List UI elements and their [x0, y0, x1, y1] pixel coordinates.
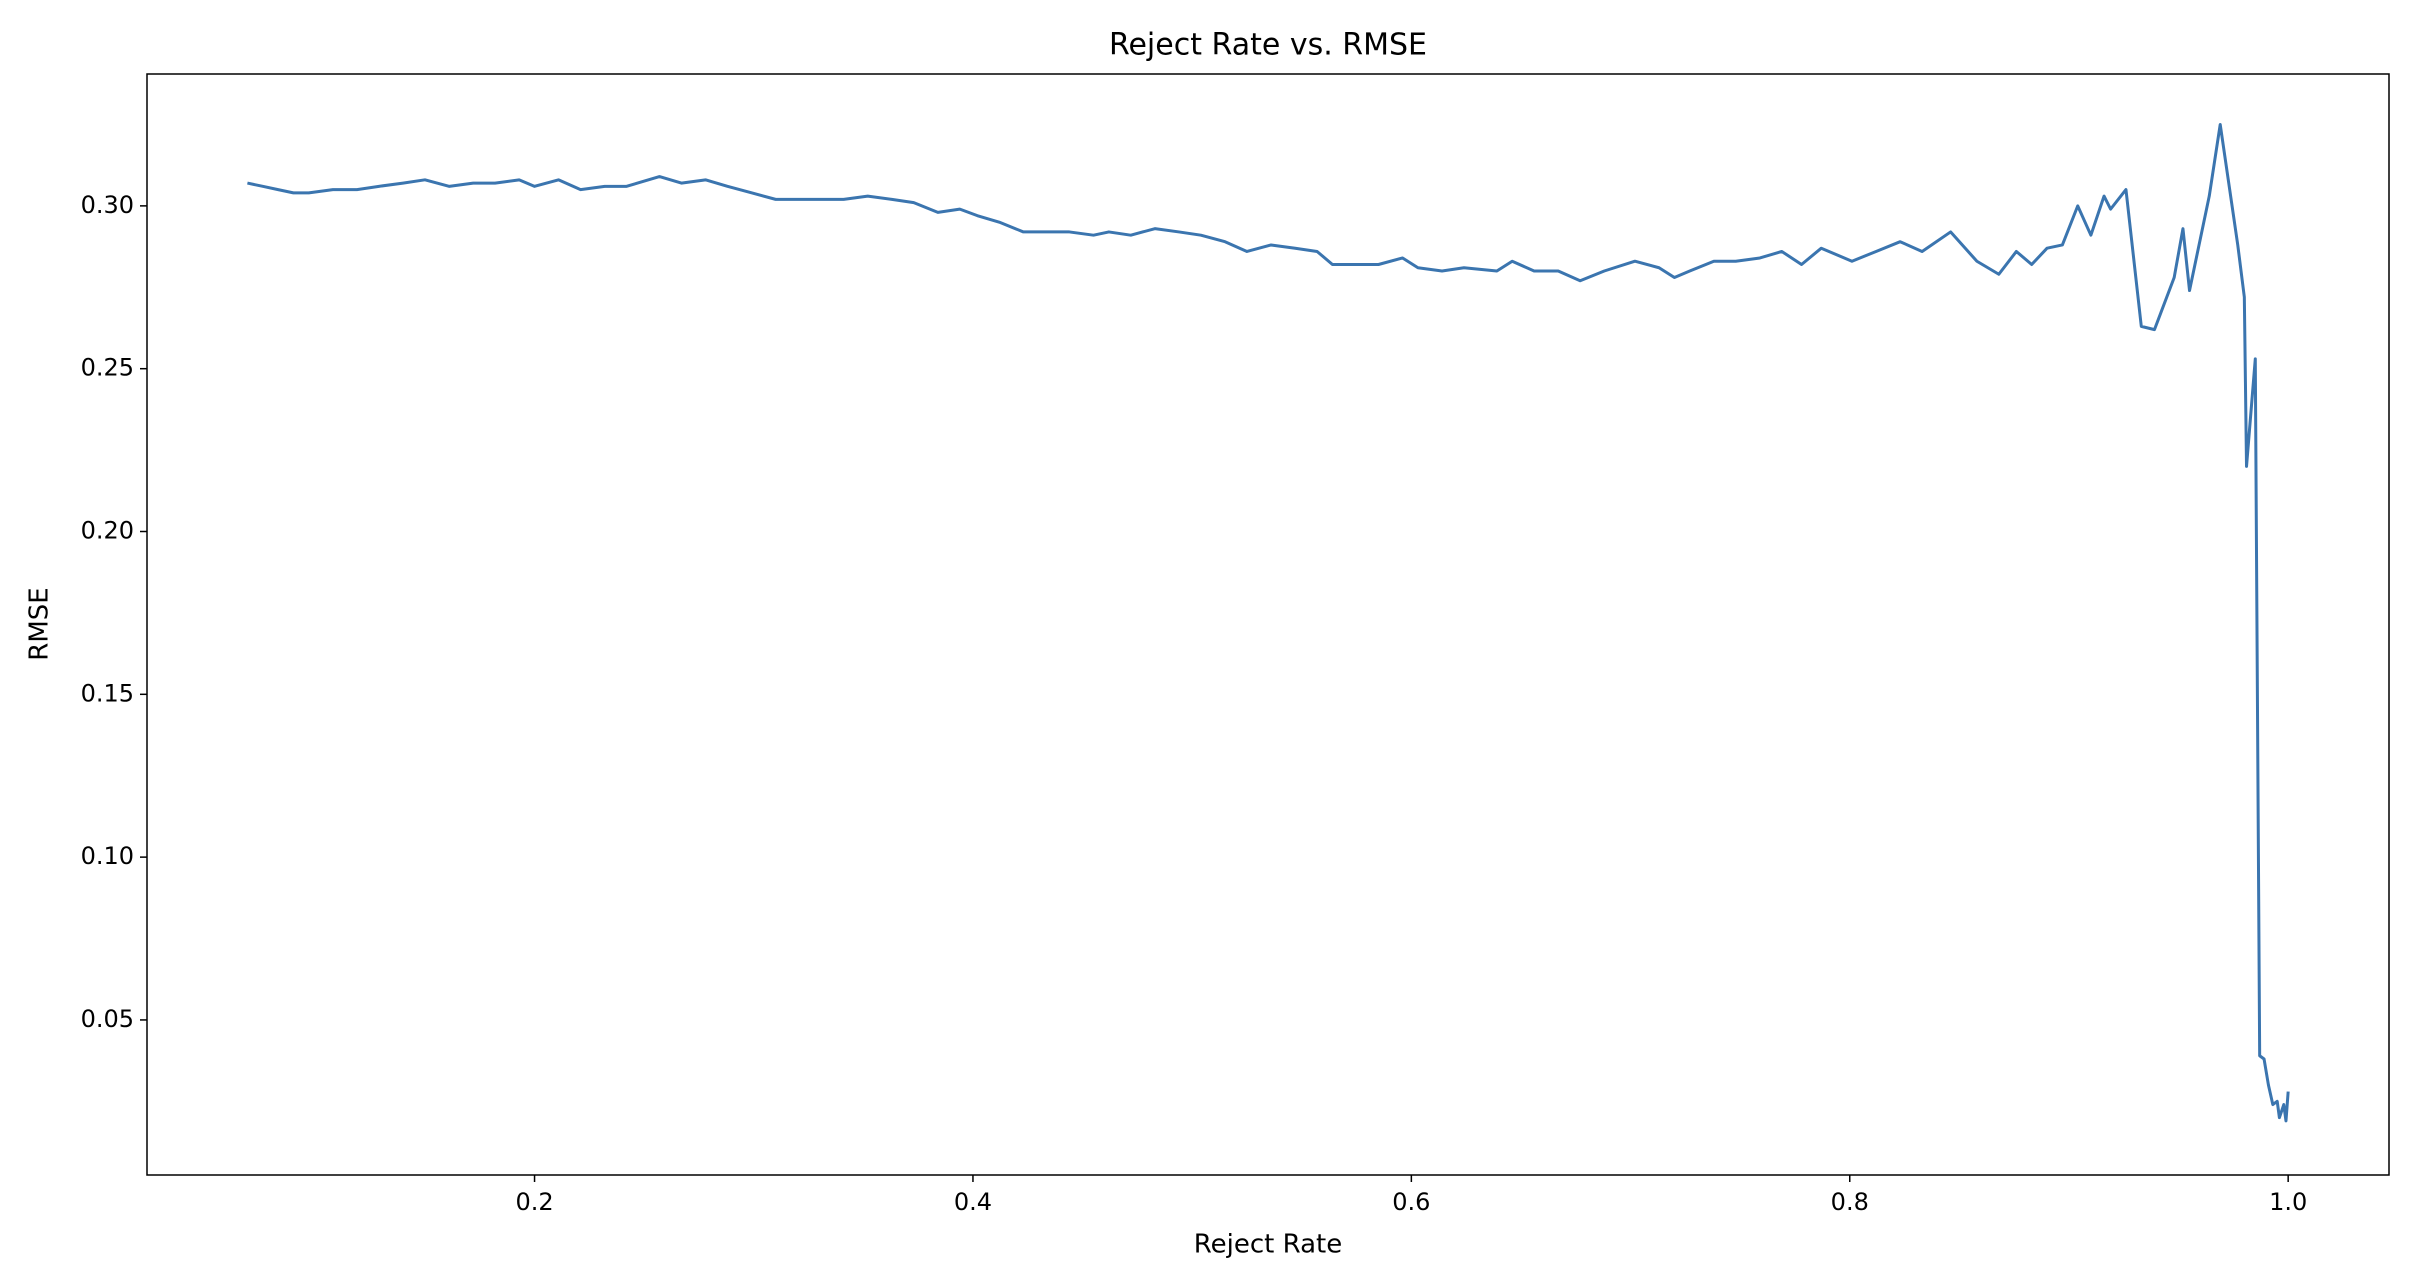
- y-tick-label: 0.20: [81, 517, 134, 545]
- x-tick-label: 0.8: [1831, 1188, 1869, 1216]
- x-tick-label: 0.6: [1392, 1188, 1430, 1216]
- x-tick-label: 1.0: [2269, 1188, 2307, 1216]
- x-axis-label: Reject Rate: [1194, 1230, 1342, 1260]
- x-tick-label: 0.2: [515, 1188, 553, 1216]
- data-line: [247, 122, 2290, 1123]
- y-tick-label: 0.25: [81, 354, 134, 382]
- y-tick-label: 0.30: [81, 191, 134, 219]
- y-tick-label: 0.15: [81, 679, 134, 707]
- y-axis-label: RMSE: [25, 587, 55, 660]
- x-tick-label: 0.4: [954, 1188, 992, 1216]
- chart-title: Reject Rate vs. RMSE: [1109, 28, 1427, 63]
- y-tick-label: 0.05: [81, 1005, 134, 1033]
- plot-frame: [146, 73, 2390, 1176]
- y-tick-label: 0.10: [81, 842, 134, 870]
